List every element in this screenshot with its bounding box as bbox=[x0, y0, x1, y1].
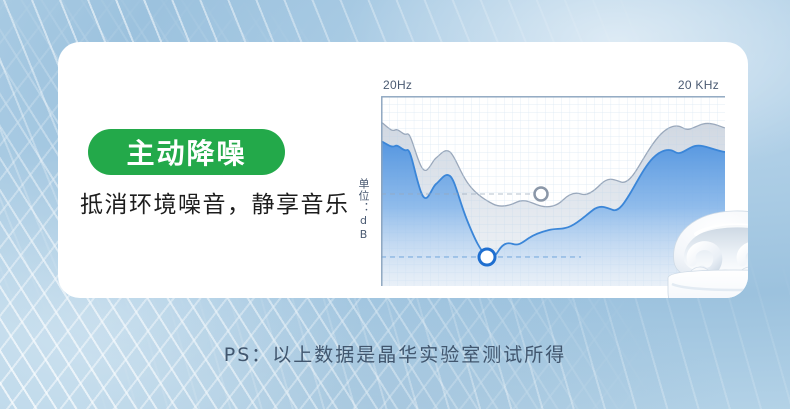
promo-subtitle: 抵消环境噪音，静享音乐 bbox=[80, 192, 350, 218]
frequency-response-chart: 20Hz 20 KHz 单位：dB bbox=[357, 58, 725, 288]
noise-reference-marker bbox=[533, 186, 549, 202]
earbuds-product-image bbox=[667, 210, 748, 298]
anc-badge: 主动降噪 bbox=[88, 129, 285, 175]
anc-badge-label: 主动降噪 bbox=[126, 137, 247, 170]
series-anc-line bbox=[381, 140, 725, 259]
footnote: PS：以上数据是晶华实验室测试所得 bbox=[223, 344, 567, 366]
series-anc-area bbox=[381, 141, 725, 286]
chart-x-max-label: 20 KHz bbox=[677, 78, 719, 92]
case-base bbox=[667, 269, 748, 298]
feature-card: 主动降噪 抵消环境噪音，静享音乐 20Hz 20 KHz 单位：dB bbox=[58, 42, 748, 298]
chart-y-axis-label: 单位：dB bbox=[357, 178, 370, 242]
anc-minimum-marker bbox=[477, 247, 497, 267]
chart-frame bbox=[381, 96, 725, 286]
chart-plot-area bbox=[381, 96, 725, 286]
chart-x-min-label: 20Hz bbox=[383, 78, 413, 92]
